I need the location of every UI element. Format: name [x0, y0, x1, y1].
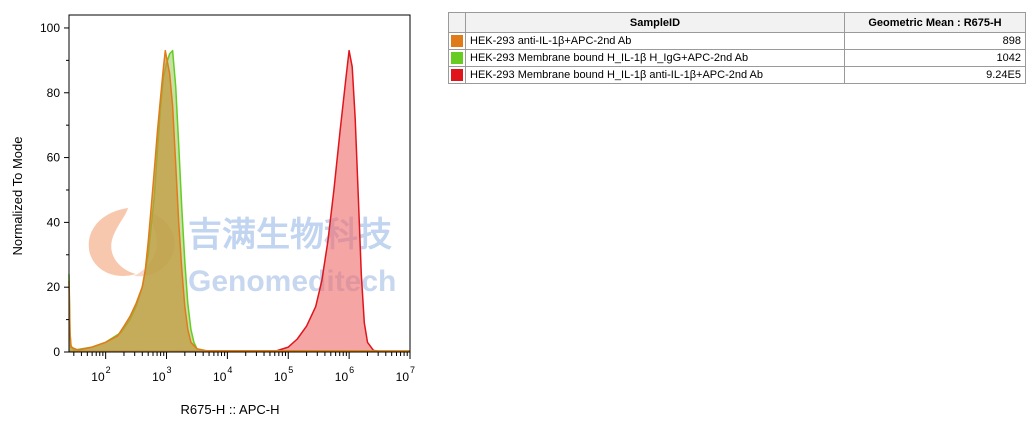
x-tick-label: 10 [91, 370, 105, 384]
x-tick-label: 10 [335, 370, 349, 384]
x-tick-exponent: 3 [167, 365, 172, 375]
geometric-mean-cell: 9.24E5 [844, 66, 1026, 84]
x-tick-label: 10 [152, 370, 166, 384]
color-swatch [451, 69, 463, 81]
table-header-row: SampleID Geometric Mean : R675-H [448, 12, 1026, 33]
x-tick-exponent: 2 [106, 365, 111, 375]
table-row: HEK-293 anti-IL-1β+APC-2nd Ab 898 [448, 32, 1026, 50]
series-line-2 [68, 49, 411, 352]
sample-legend-table: SampleID Geometric Mean : R675-H HEK-293… [448, 12, 1026, 84]
x-tick-label: 10 [396, 370, 410, 384]
color-swatch [451, 52, 463, 64]
y-tick-label: 80 [47, 86, 61, 100]
sample-id-cell: HEK-293 Membrane bound H_IL-1β H_IgG+APC… [465, 49, 845, 67]
table-header-sample-id: SampleID [465, 12, 845, 33]
table-header-swatch [448, 12, 466, 33]
color-swatch [451, 35, 463, 47]
x-tick-exponent: 7 [410, 365, 415, 375]
sample-id-cell: HEK-293 anti-IL-1β+APC-2nd Ab [465, 32, 845, 50]
watermark-chinese-text: 吉满生物科技 [188, 215, 392, 255]
plot-frame [68, 14, 411, 353]
y-axis-title: Normalized To Mode [10, 137, 25, 256]
series-line-0 [68, 49, 410, 353]
y-tick-label: 100 [40, 21, 60, 35]
y-tick-label: 60 [47, 151, 61, 165]
geometric-mean-cell: 1042 [844, 49, 1026, 67]
table-row: HEK-293 Membrane bound H_IL-1β H_IgG+APC… [448, 49, 1026, 67]
table-row: HEK-293 Membrane bound H_IL-1β anti-IL-1… [448, 66, 1026, 84]
sample-id-cell: HEK-293 Membrane bound H_IL-1β anti-IL-1… [465, 66, 845, 84]
x-tick-exponent: 5 [288, 365, 293, 375]
x-tick-exponent: 6 [349, 365, 354, 375]
x-tick-label: 10 [213, 370, 227, 384]
x-tick-label: 10 [274, 370, 288, 384]
series-area-2 [69, 50, 410, 352]
series-area-0 [69, 50, 410, 352]
x-tick-exponent: 4 [227, 365, 232, 375]
y-tick-label: 40 [47, 215, 61, 229]
y-tick-label: 20 [47, 280, 61, 294]
watermark-english-text: Genomeditech [188, 265, 396, 298]
y-tick-label: 0 [53, 345, 60, 359]
geometric-mean-cell: 898 [844, 32, 1026, 50]
x-axis-title: R675-H :: APC-H [181, 402, 280, 417]
table-header-geometric-mean: Geometric Mean : R675-H [844, 12, 1026, 33]
series-layer [68, 49, 411, 353]
